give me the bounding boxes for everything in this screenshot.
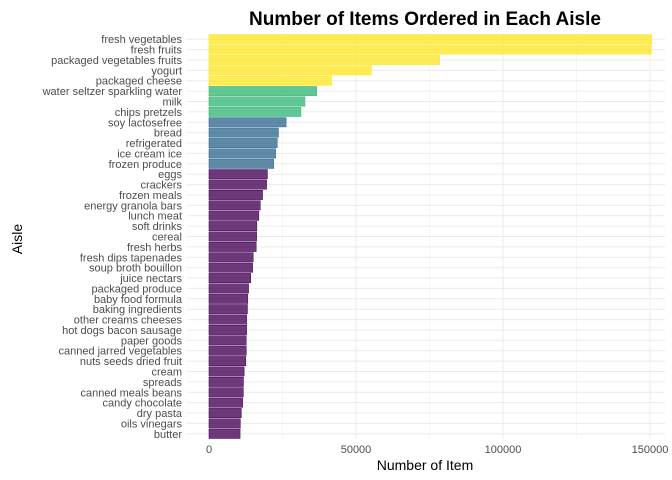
chart-title: Number of Items Ordered in Each Aisle: [249, 9, 601, 30]
y-tick-label: canned meals beans: [80, 387, 182, 399]
y-tick-label: baking ingredients: [93, 304, 183, 316]
bar-soft-drinks: [208, 221, 258, 232]
bar-hot-dogs-bacon-sausage: [208, 325, 247, 335]
y-tick-label: frozen meals: [119, 190, 182, 202]
y-tick-label: candy chocolate: [103, 398, 183, 410]
bar-packaged-produce: [208, 283, 249, 294]
bar-fresh-dips-tapenades: [208, 252, 254, 263]
y-tick-label: fresh fruits: [131, 45, 183, 57]
bar-frozen-meals: [208, 190, 263, 200]
y-tick-label: milk: [162, 97, 182, 109]
y-tick-label: packaged vegetables fruits: [51, 55, 182, 67]
bar-fresh-fruits: [208, 44, 652, 55]
bar-ice-cream-ice: [208, 148, 276, 159]
bar-yogurt: [208, 65, 372, 76]
y-tick-label: cream: [151, 367, 182, 379]
y-tick-label: soup broth bouillon: [89, 263, 182, 275]
bar-butter: [208, 428, 241, 439]
bar-oils-vinegars: [208, 418, 241, 429]
bar-bread: [208, 127, 279, 138]
bar-eggs: [208, 169, 268, 180]
y-tick-label: ice cream ice: [117, 148, 182, 160]
y-tick-label: frozen produce: [109, 159, 182, 171]
bar-baking-ingredients: [208, 304, 248, 315]
bars: [208, 34, 653, 439]
x-tick-label: 150000: [632, 444, 669, 456]
bar-baby-food-formula: [208, 293, 249, 304]
bar-soy-lactosefree: [208, 117, 287, 128]
y-tick-label: fresh dips tapenades: [80, 252, 183, 264]
y-tick-label: canned jarred vegetables: [58, 346, 182, 358]
bar-milk: [208, 96, 306, 107]
bar-candy-chocolate: [208, 397, 243, 408]
bar-chips-pretzels: [208, 106, 302, 117]
bar-water-seltzer-sparkling-water: [208, 86, 317, 97]
bar-crackers: [208, 179, 267, 190]
bar-soup-broth-bouillon: [208, 262, 253, 273]
y-tick-label: oils vinegars: [121, 418, 183, 430]
y-tick-label: lunch meat: [128, 211, 182, 223]
bar-frozen-produce: [208, 158, 275, 169]
y-tick-label: butter: [154, 429, 182, 441]
y-tick-label: other creams cheeses: [74, 315, 183, 327]
y-tick-label: chips pretzels: [115, 107, 183, 119]
y-tick-label: spreads: [143, 377, 183, 389]
y-tick-label: cereal: [152, 232, 182, 244]
x-tick-label: 0: [206, 444, 212, 456]
y-tick-label: juice nectars: [119, 273, 182, 285]
y-tick-label: packaged produce: [91, 283, 182, 295]
bar-cream: [208, 366, 245, 377]
x-tick-label: 50000: [341, 444, 372, 456]
y-tick-label: soy lactosefree: [108, 117, 182, 129]
bar-dry-pasta: [208, 408, 242, 418]
y-axis-title: Aisle: [9, 224, 25, 255]
y-tick-label: bread: [154, 128, 182, 140]
y-tick-label: baby food formula: [94, 294, 183, 306]
bar-fresh-vegetables: [208, 34, 653, 45]
y-tick-label: energy granola bars: [84, 200, 182, 212]
bar-juice-nectars: [208, 273, 252, 283]
bar-other-creams-cheeses: [208, 314, 247, 325]
y-tick-label: fresh herbs: [127, 242, 183, 254]
y-tick-label: yogurt: [151, 65, 182, 77]
y-tick-label: refrigerated: [126, 138, 182, 150]
bar-fresh-herbs: [208, 241, 257, 252]
y-tick-label: fresh vegetables: [101, 34, 182, 46]
bar-energy-granola-bars: [208, 200, 261, 211]
bar-paper-goods: [208, 335, 247, 346]
y-tick-label: crackers: [140, 180, 182, 192]
x-tick-label: 100000: [485, 444, 522, 456]
bar-packaged-vegetables-fruits: [208, 55, 441, 65]
y-tick-label: eggs: [158, 169, 182, 181]
bar-canned-jarred-vegetables: [208, 345, 247, 356]
y-tick-label: nuts seeds dried fruit: [80, 356, 182, 368]
y-tick-label: dry pasta: [137, 408, 183, 420]
y-tick-label: soft drinks: [132, 221, 183, 233]
bar-lunch-meat: [208, 210, 260, 221]
y-tick-label: hot dogs bacon sausage: [62, 325, 182, 337]
bar-spreads: [208, 376, 244, 387]
y-tick-label: paper goods: [121, 335, 183, 347]
bar-cereal: [208, 231, 257, 242]
bar-nuts-seeds-dried-fruit: [208, 356, 247, 367]
y-tick-label: water seltzer sparkling water: [42, 86, 183, 98]
y-tick-label: packaged cheese: [96, 76, 182, 88]
x-axis-title: Number of Item: [377, 457, 473, 473]
bar-canned-meals-beans: [208, 387, 244, 398]
bar-packaged-cheese: [208, 75, 332, 86]
x-tick-labels: 0 50000 100000 150000: [206, 444, 668, 456]
bar-refrigerated: [208, 138, 278, 148]
